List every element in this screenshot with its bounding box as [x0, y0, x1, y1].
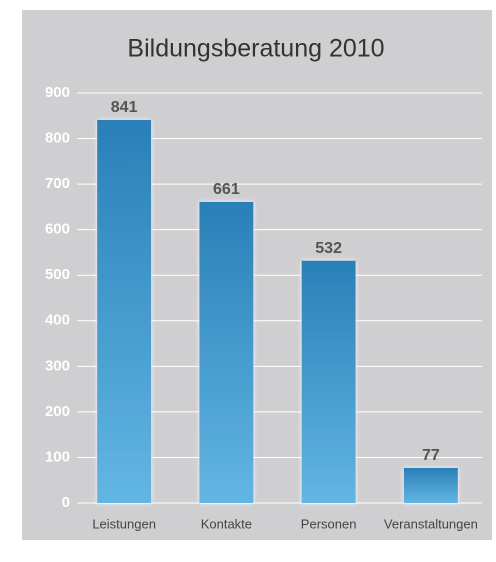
- y-tick-label: 200: [45, 403, 70, 420]
- y-tick-label: 700: [45, 175, 70, 192]
- bar: [301, 260, 356, 503]
- value-label: 77: [422, 447, 440, 464]
- value-label: 532: [315, 240, 342, 257]
- y-tick-label: 900: [45, 84, 70, 101]
- bar: [199, 201, 254, 503]
- x-tick-label: Kontakte: [201, 516, 252, 531]
- bar: [97, 119, 152, 503]
- value-label: 841: [111, 99, 138, 116]
- y-tick-label: 800: [45, 130, 70, 147]
- y-tick-label: 500: [45, 266, 70, 283]
- bar: [403, 467, 458, 503]
- value-label: 661: [213, 181, 240, 198]
- y-tick-label: 400: [45, 312, 70, 329]
- chart-title: Bildungsberatung 2010: [127, 35, 384, 63]
- x-tick-label: Leistungen: [92, 516, 156, 531]
- x-tick-label: Personen: [301, 516, 357, 531]
- y-tick-label: 0: [62, 494, 70, 511]
- y-tick-label: 100: [45, 448, 70, 465]
- y-tick-label: 600: [45, 221, 70, 238]
- y-tick-label: 300: [45, 357, 70, 374]
- x-tick-label: Veranstaltungen: [384, 516, 478, 531]
